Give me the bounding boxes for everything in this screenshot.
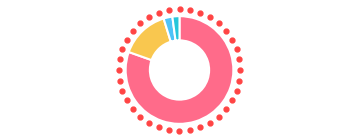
Wedge shape [164, 17, 176, 42]
Wedge shape [126, 16, 233, 124]
Wedge shape [129, 18, 171, 60]
Wedge shape [172, 16, 180, 41]
